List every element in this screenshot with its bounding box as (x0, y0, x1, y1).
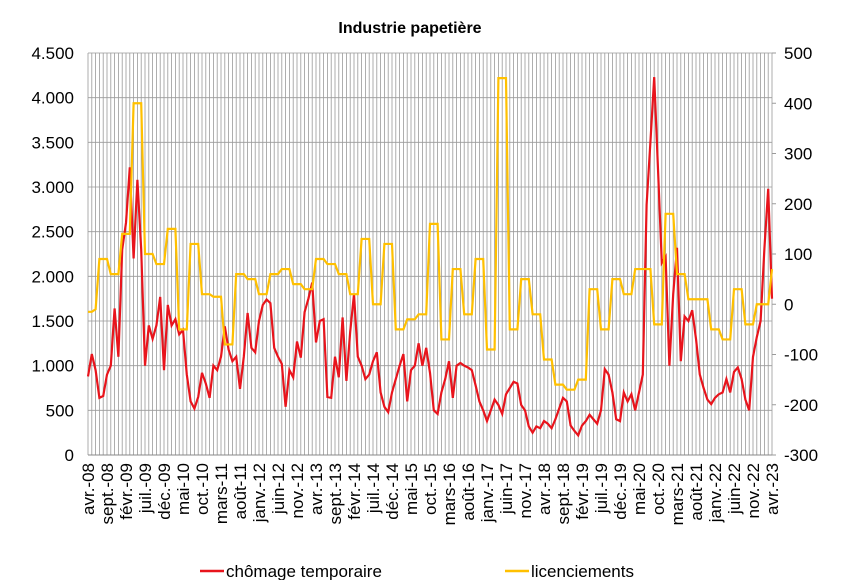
y2-tick-label: -300 (784, 446, 818, 465)
y2-tick-label: 500 (784, 44, 812, 63)
x-tick-label: févr.-19 (573, 463, 592, 520)
x-tick-label: juil.-09 (136, 463, 155, 514)
y-tick-label: 2.000 (31, 267, 74, 286)
x-tick-label: janv.-17 (478, 463, 497, 523)
x-tick-label: déc.-09 (155, 463, 174, 520)
x-tick-label: sept.-08 (98, 463, 117, 524)
x-tick-label: nov.-17 (516, 463, 535, 518)
x-tick-label: août-21 (687, 463, 706, 521)
x-tick-label: mars-16 (440, 463, 459, 525)
x-tick-label: mars-11 (212, 463, 231, 524)
y-tick-label: 1.500 (31, 312, 74, 331)
x-tick-label: oct.-15 (421, 463, 440, 515)
x-tick-label: févr.-14 (345, 463, 364, 520)
x-tick-label: janv.-22 (706, 463, 725, 523)
y2-tick-label: -100 (784, 346, 818, 365)
x-tick-label: mai-10 (174, 463, 193, 515)
x-tick-label: sept.-13 (326, 463, 345, 524)
y-tick-label: 3.000 (31, 178, 74, 197)
x-tick-label: août-16 (459, 463, 478, 521)
x-tick-label: nov.-22 (744, 463, 763, 518)
y-tick-label: 3.500 (31, 133, 74, 152)
y-tick-label: 1.000 (31, 357, 74, 376)
y-tick-label: 4.500 (31, 44, 74, 63)
legend-label: chômage temporaire (226, 562, 382, 580)
x-tick-label: mai-15 (402, 463, 421, 515)
x-tick-label: avr.-13 (307, 463, 326, 515)
y2-tick-label: 400 (784, 94, 812, 113)
x-tick-label: avr.-08 (79, 463, 98, 515)
x-tick-label: juin-22 (725, 463, 744, 515)
x-tick-label: avr.-18 (535, 463, 554, 515)
y2-tick-label: 200 (784, 195, 812, 214)
x-tick-label: juin-12 (269, 463, 288, 515)
series-line (88, 77, 774, 391)
x-tick-label: mai-20 (630, 463, 649, 515)
chart-title: Industrie papetière (338, 20, 481, 37)
x-tick-label: févr.-09 (117, 463, 136, 520)
y-tick-label: 0 (65, 446, 74, 465)
x-tick-label: nov.-12 (288, 463, 307, 518)
x-tick-label: janv.-12 (250, 463, 269, 523)
x-tick-label: mars-21 (668, 463, 687, 525)
x-tick-label: oct.-10 (193, 463, 212, 515)
series-line (86, 77, 774, 438)
y-tick-label: 2.500 (31, 223, 74, 242)
y-tick-label: 4.000 (31, 89, 74, 108)
x-tick-label: août-11 (231, 463, 250, 519)
x-tick-label: juil.-19 (592, 463, 611, 514)
x-tick-label: juil.-14 (364, 463, 383, 514)
y2-tick-label: -200 (784, 396, 818, 415)
x-tick-label: déc.-14 (383, 463, 402, 520)
y2-tick-label: 300 (784, 145, 812, 164)
y2-tick-label: 0 (784, 295, 793, 314)
x-tick-label: juin-17 (497, 463, 516, 515)
y2-tick-label: 100 (784, 245, 812, 264)
y-tick-label: 500 (46, 401, 74, 420)
x-tick-label: oct.-20 (649, 463, 668, 515)
x-tick-label: déc.-19 (611, 463, 630, 520)
x-tick-label: sept.-18 (554, 463, 573, 524)
legend-label: licenciements (531, 562, 634, 580)
x-tick-label: avr.-23 (763, 463, 782, 515)
